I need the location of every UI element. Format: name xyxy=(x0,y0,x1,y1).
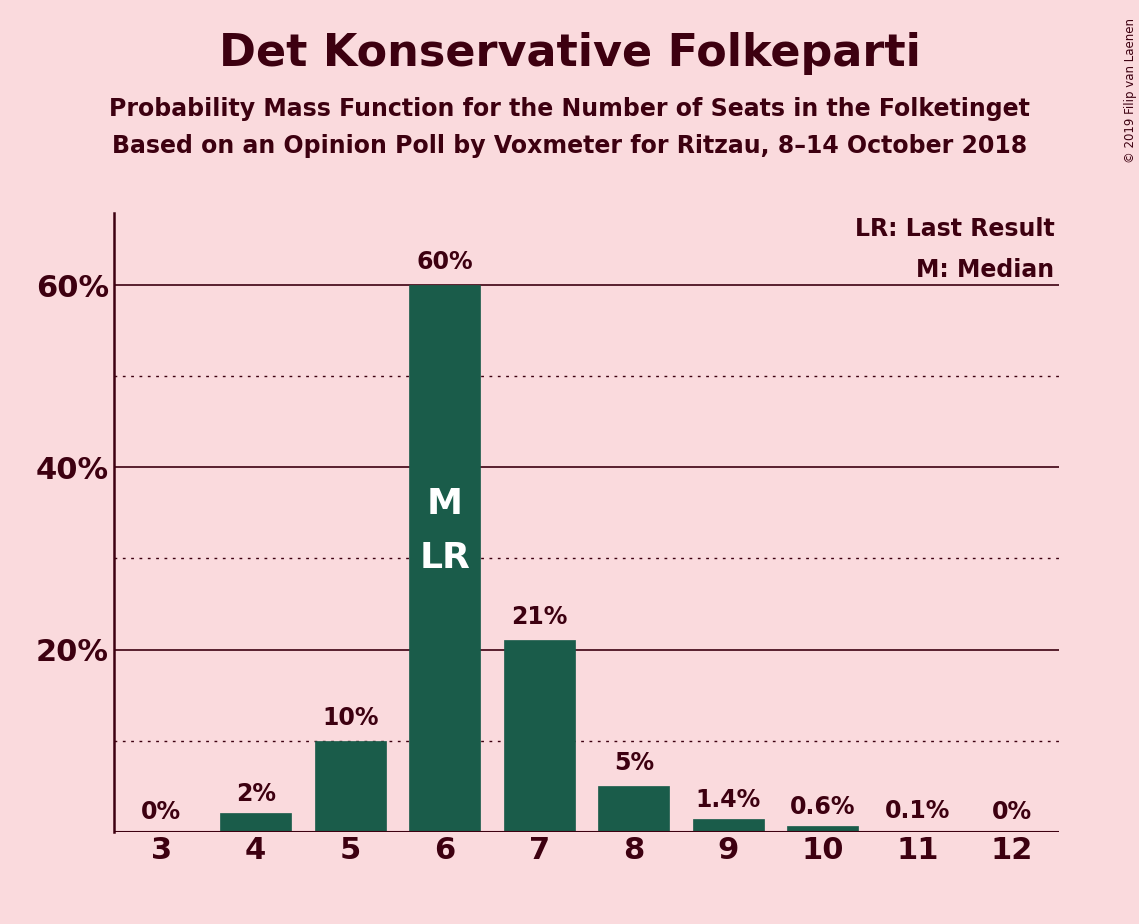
Bar xyxy=(787,826,859,832)
Text: Probability Mass Function for the Number of Seats in the Folketinget: Probability Mass Function for the Number… xyxy=(109,97,1030,121)
Bar xyxy=(314,740,386,832)
Text: LR: Last Result: LR: Last Result xyxy=(854,217,1055,241)
Text: 10%: 10% xyxy=(322,706,378,730)
Bar xyxy=(693,819,764,832)
Bar xyxy=(220,813,292,832)
Text: © 2019 Filip van Laenen: © 2019 Filip van Laenen xyxy=(1124,18,1137,164)
Text: 0%: 0% xyxy=(141,800,181,824)
Text: M: Median: M: Median xyxy=(917,258,1055,282)
Bar xyxy=(409,286,481,832)
Text: Det Konservative Folkeparti: Det Konservative Folkeparti xyxy=(219,32,920,76)
Text: 0%: 0% xyxy=(992,800,1032,824)
Text: 2%: 2% xyxy=(236,782,276,806)
Text: LR: LR xyxy=(419,541,470,576)
Text: 60%: 60% xyxy=(417,250,473,274)
Text: 5%: 5% xyxy=(614,751,654,775)
Text: 0.1%: 0.1% xyxy=(885,799,950,823)
Text: 21%: 21% xyxy=(511,605,567,629)
Text: 0.6%: 0.6% xyxy=(790,795,855,819)
Text: M: M xyxy=(427,487,462,521)
Text: 1.4%: 1.4% xyxy=(696,787,761,811)
Bar xyxy=(598,786,670,832)
Bar xyxy=(503,640,575,832)
Text: Based on an Opinion Poll by Voxmeter for Ritzau, 8–14 October 2018: Based on an Opinion Poll by Voxmeter for… xyxy=(112,134,1027,158)
